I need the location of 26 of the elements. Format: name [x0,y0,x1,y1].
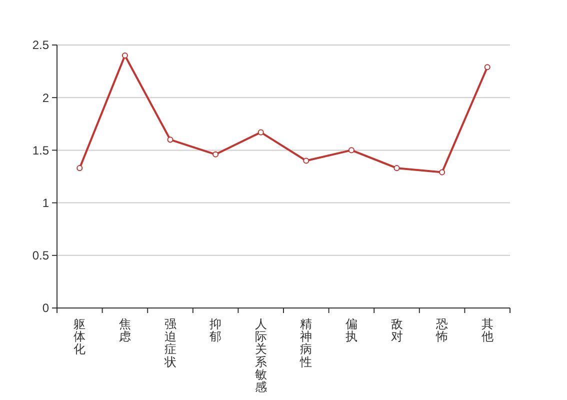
y-tick-label: 1.5 [32,143,50,158]
y-tick-label: 2 [42,90,50,105]
x-tick-label: 强迫症状 [163,317,176,369]
point [348,147,354,154]
x-tick-label: 精神病性 [299,317,312,369]
x-tick-label: 人际关系敏感 [254,317,267,394]
x-tick-label: 抑郁 [210,317,222,344]
point [394,165,400,172]
y-tick-label: 0.5 [32,248,50,263]
point [212,151,219,158]
point [439,169,446,176]
x-tick-label: 偏执 [345,317,358,344]
point [484,64,490,70]
x-tick-label: 敌对 [390,317,403,344]
y-tick-label: 1 [42,196,50,210]
x-tick-label: 其他 [481,317,494,344]
point [167,136,174,143]
point [303,158,310,164]
point [122,52,128,59]
x-tick-label: 恐怖 [435,317,448,344]
x-tick-label: 焦虑 [118,317,131,344]
point [76,165,83,172]
y-tick-label: 0 [42,301,50,316]
y-tick-label: 2.5 [32,38,50,52]
point [258,129,264,136]
x-tick-label: 躯体化 [74,317,86,356]
